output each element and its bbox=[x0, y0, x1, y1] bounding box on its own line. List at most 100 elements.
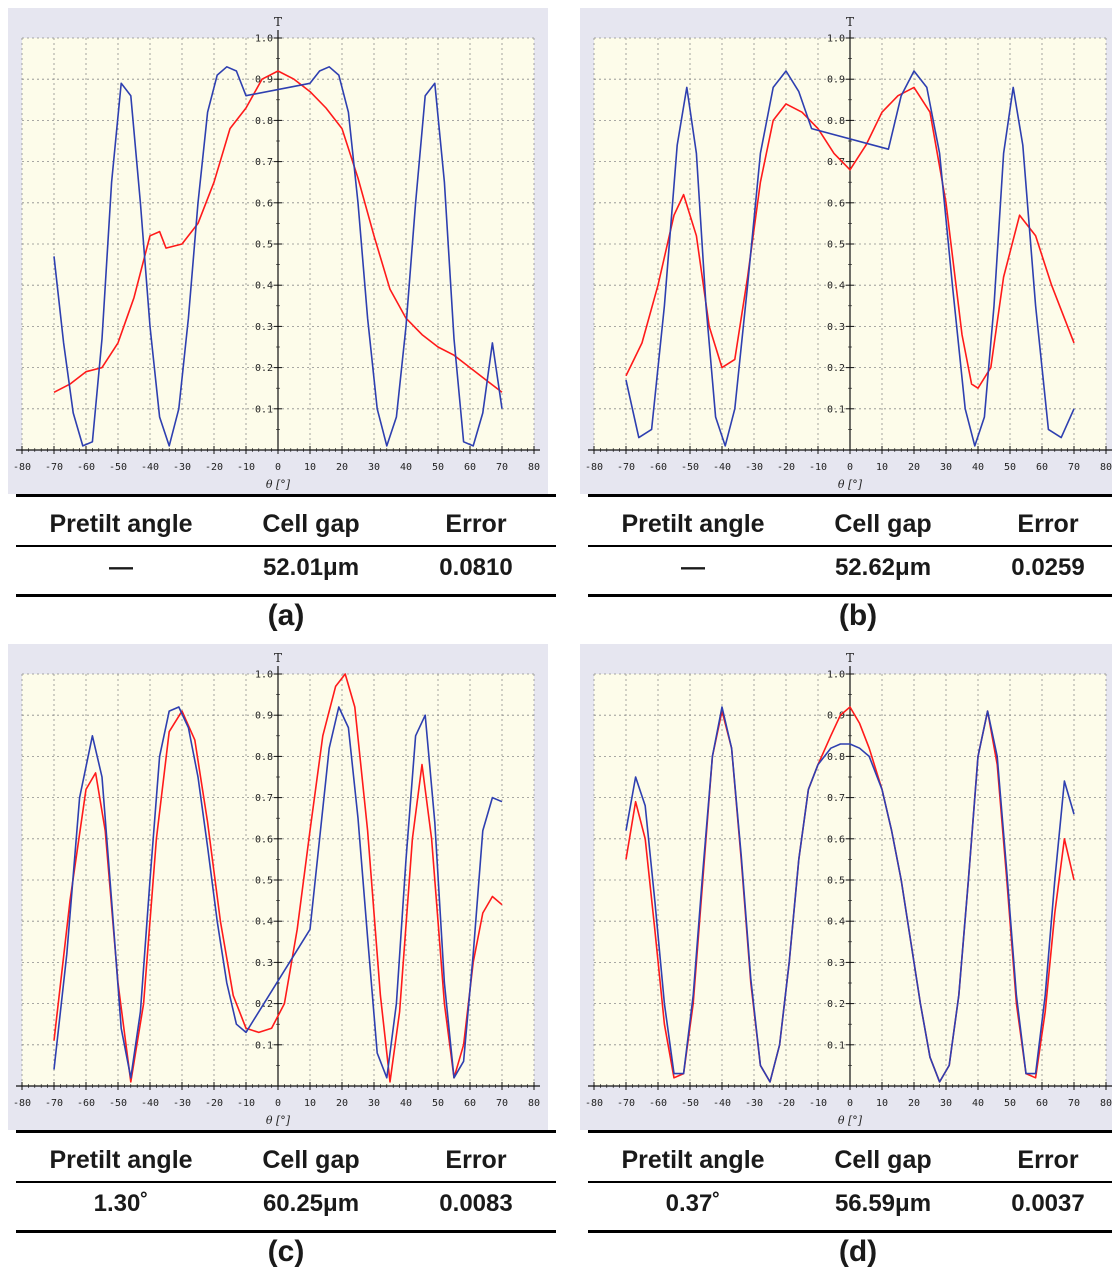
y-tick-label: 0.5 bbox=[827, 876, 845, 887]
x-tick-label: 10 bbox=[876, 1098, 888, 1109]
x-tick-label: -60 bbox=[77, 1098, 95, 1109]
measured-curve bbox=[53, 70, 503, 394]
x-tick-label: -30 bbox=[173, 1098, 191, 1109]
x-tick-label: 50 bbox=[432, 1098, 444, 1109]
table-value-row: 1.30˚ 60.25μm 0.0083 bbox=[16, 1184, 556, 1224]
header-cell-gap: Cell gap bbox=[262, 1146, 360, 1174]
table-value-row: — 52.62μm 0.0259 bbox=[588, 548, 1112, 588]
x-tick-label: -50 bbox=[109, 1098, 127, 1109]
panel-a: -80 -70 -60 -50 -40 -30 -20 -10 0 10 20 30 40 50 60 70 8… bbox=[8, 0, 556, 636]
x-tick-label: 30 bbox=[940, 1098, 952, 1109]
x-tick-label: -30 bbox=[745, 1098, 763, 1109]
y-tick-label: 0.2 bbox=[827, 999, 845, 1010]
table-header-row: Pretilt angle Cell gap Error bbox=[588, 1140, 1112, 1180]
y-tick-label: 0.9 bbox=[827, 75, 845, 86]
x-tick-label: 50 bbox=[1004, 1098, 1016, 1109]
table-rule-top bbox=[588, 494, 1112, 497]
x-tick-label: -60 bbox=[649, 1098, 667, 1109]
y-tick-label: 0.9 bbox=[827, 711, 845, 722]
x-tick-label: 0 bbox=[275, 462, 281, 473]
y-tick-label: 0.3 bbox=[827, 958, 845, 969]
header-pretilt: Pretilt angle bbox=[621, 1146, 765, 1174]
x-tick-label: 80 bbox=[1100, 1098, 1112, 1109]
y-tick-label: 0.8 bbox=[827, 116, 845, 127]
header-error: Error bbox=[445, 510, 507, 538]
y-tick-label: 0.7 bbox=[255, 793, 273, 804]
y-tick-label: 0.1 bbox=[827, 404, 845, 415]
y-tick-label: 0.6 bbox=[255, 198, 273, 209]
x-tick-label: -20 bbox=[205, 1098, 223, 1109]
table-rule-top bbox=[16, 1130, 556, 1133]
x-tick-label: 20 bbox=[336, 462, 348, 473]
table-rule-bottom bbox=[588, 594, 1112, 597]
chart-b-svg: -80 -70 -60 -50 -40 -30 -20 -10 0 10 20 30 40 50 60 70 8… bbox=[580, 8, 1112, 494]
x-tick-label: -80 bbox=[585, 462, 603, 473]
x-tick-label: 80 bbox=[528, 462, 540, 473]
value-cell-gap: 52.01μm bbox=[262, 554, 360, 581]
x-tick-label: -70 bbox=[617, 1098, 635, 1109]
y-tick-label: 0.2 bbox=[827, 363, 845, 374]
y-tick-label: 0.4 bbox=[255, 917, 273, 928]
y-tick-label: 0.6 bbox=[827, 198, 845, 209]
y-axis-label: T bbox=[846, 15, 854, 29]
chart-a-svg: -80 -70 -60 -50 -40 -30 -20 -10 0 10 20 30 40 50 60 70 8… bbox=[8, 8, 548, 494]
x-tick-label: -30 bbox=[173, 462, 191, 473]
table-rule-mid bbox=[16, 545, 556, 547]
value-error: 0.0259 bbox=[1011, 554, 1085, 581]
x-tick-label: -20 bbox=[205, 462, 223, 473]
simulated-curve bbox=[53, 65, 503, 447]
table-rule-top bbox=[16, 494, 556, 497]
x-tick-label: 40 bbox=[972, 1098, 984, 1109]
value-pretilt: 1.30˚ bbox=[93, 1190, 149, 1217]
table-rule-mid bbox=[588, 1181, 1112, 1183]
table-rule-bottom bbox=[16, 594, 556, 597]
y-axis-label: T bbox=[846, 651, 854, 665]
x-tick-label: -80 bbox=[13, 462, 31, 473]
y-tick-label: 0.1 bbox=[255, 404, 273, 415]
x-tick-label: -80 bbox=[585, 1098, 603, 1109]
x-tick-label: 40 bbox=[400, 1098, 412, 1109]
y-axis-label: T bbox=[274, 651, 282, 665]
header-cell-gap: Cell gap bbox=[834, 510, 932, 538]
y-tick-label: 0.1 bbox=[255, 1040, 273, 1051]
x-tick-label: -70 bbox=[45, 1098, 63, 1109]
chart-d: -80 -70 -60 -50 -40 -30 -20 -10 0 10 20 30 40 50 60 70 8… bbox=[580, 644, 1112, 1130]
x-tick-label: -60 bbox=[649, 462, 667, 473]
x-tick-label: 20 bbox=[336, 1098, 348, 1109]
table-rule-top bbox=[588, 1130, 1112, 1133]
y-tick-label: 0.4 bbox=[827, 281, 845, 292]
x-tick-label: 0 bbox=[847, 462, 853, 473]
x-tick-label: -50 bbox=[681, 462, 699, 473]
chart-b: -80 -70 -60 -50 -40 -30 -20 -10 0 10 20 30 40 50 60 70 8… bbox=[580, 8, 1112, 494]
y-tick-label: 0.7 bbox=[255, 157, 273, 168]
panel-caption: (d) bbox=[838, 1235, 878, 1268]
panel-caption: (b) bbox=[838, 599, 878, 632]
x-tick-label: 40 bbox=[400, 462, 412, 473]
x-tick-label: -40 bbox=[713, 462, 731, 473]
x-tick-label: 0 bbox=[275, 1098, 281, 1109]
chart-a: -80 -70 -60 -50 -40 -30 -20 -10 0 10 20 30 40 50 60 70 8… bbox=[8, 8, 548, 494]
table-value-row: — 52.01μm 0.0810 bbox=[16, 548, 556, 588]
table-header-row: Pretilt angle Cell gap Error bbox=[16, 1140, 556, 1180]
panel-b: -80 -70 -60 -50 -40 -30 -20 -10 0 10 20 30 40 50 60 70 8… bbox=[580, 0, 1112, 636]
x-axis-label: θ [°] bbox=[838, 478, 863, 491]
y-tick-label: 1.0 bbox=[827, 670, 845, 681]
x-tick-label: 70 bbox=[1068, 1098, 1080, 1109]
table-rule-bottom bbox=[16, 1230, 556, 1233]
x-tick-label: -40 bbox=[141, 1098, 159, 1109]
x-tick-label: 0 bbox=[847, 1098, 853, 1109]
y-tick-label: 0.3 bbox=[255, 958, 273, 969]
x-tick-label: 60 bbox=[464, 1098, 476, 1109]
header-error: Error bbox=[1017, 1146, 1079, 1174]
x-tick-label: -20 bbox=[777, 462, 795, 473]
x-tick-label: -10 bbox=[237, 462, 255, 473]
y-tick-label: 0.6 bbox=[827, 834, 845, 845]
x-tick-label: -50 bbox=[681, 1098, 699, 1109]
x-tick-label: -80 bbox=[13, 1098, 31, 1109]
header-error: Error bbox=[1017, 510, 1079, 538]
x-tick-label: 60 bbox=[1036, 1098, 1048, 1109]
x-tick-label: 20 bbox=[908, 1098, 920, 1109]
x-tick-label: 10 bbox=[304, 1098, 316, 1109]
table-rule-bottom bbox=[588, 1230, 1112, 1233]
simulated-curve bbox=[53, 706, 503, 1079]
